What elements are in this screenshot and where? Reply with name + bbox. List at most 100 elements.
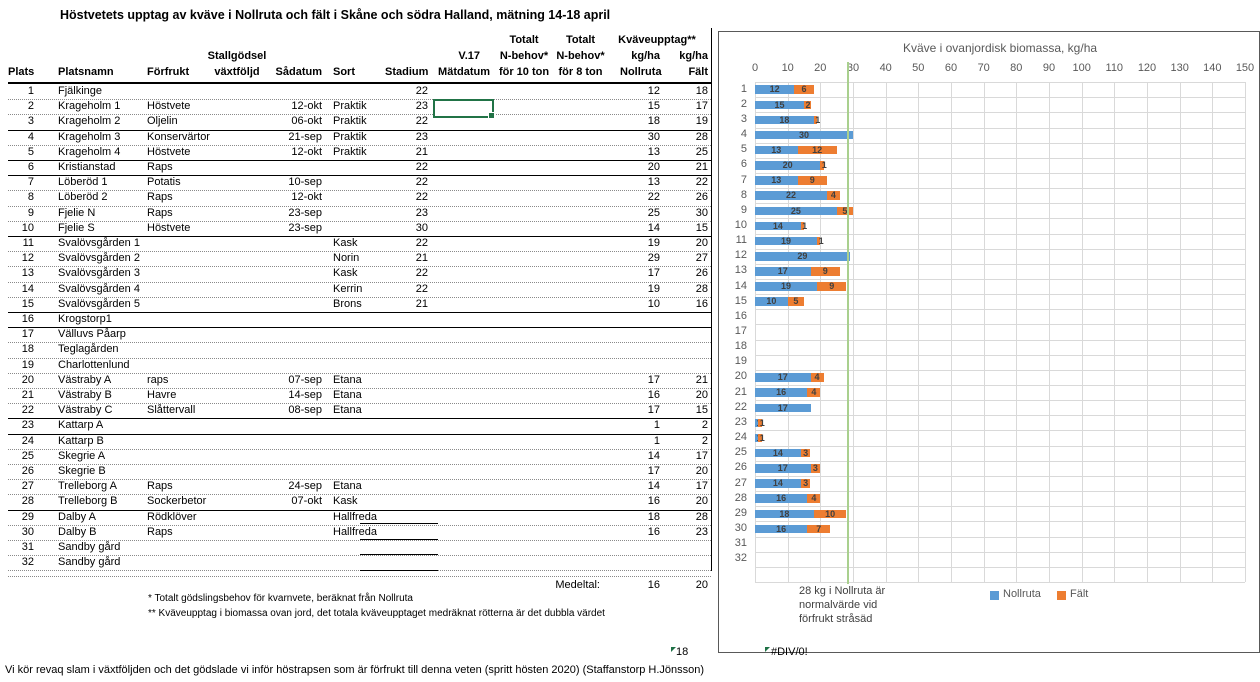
bar-nollruta[interactable] bbox=[755, 221, 801, 231]
table-cell-plats[interactable]: 16 bbox=[21, 313, 34, 325]
bar-falt[interactable] bbox=[787, 297, 804, 306]
table-cell-stadium[interactable]: 22 bbox=[415, 282, 428, 295]
table-cell-platsnamn[interactable]: Krageholm 1 bbox=[58, 100, 121, 113]
legend-label-falt[interactable]: Fält bbox=[1070, 588, 1089, 600]
bar-nollruta[interactable] bbox=[755, 509, 814, 518]
table-cell-sort[interactable]: Etana bbox=[333, 404, 362, 417]
table-cell-sort[interactable]: Praktik bbox=[333, 115, 367, 128]
table-cell-plats[interactable]: 29 bbox=[21, 510, 34, 523]
bar-falt[interactable] bbox=[797, 145, 837, 155]
table-cell-plats[interactable]: 13 bbox=[21, 267, 34, 280]
table-cell-nollruta[interactable]: 17 bbox=[647, 404, 660, 417]
table-cell-plats[interactable]: 22 bbox=[21, 404, 34, 417]
medeltal-nollruta-value[interactable]: 16 bbox=[647, 579, 660, 591]
table-cell-nollruta[interactable]: 16 bbox=[647, 389, 660, 401]
table-cell-stadium[interactable]: 30 bbox=[415, 221, 428, 234]
table-cell-sadatum[interactable]: 12-okt bbox=[291, 100, 322, 113]
bar-nollruta[interactable] bbox=[755, 100, 804, 109]
legend-swatch-nollruta[interactable] bbox=[990, 591, 999, 600]
table-cell-nollruta[interactable]: 19 bbox=[647, 237, 660, 249]
medeltal-falt-value[interactable]: 20 bbox=[695, 579, 708, 591]
cell-value-18[interactable]: 18 bbox=[676, 646, 689, 658]
table-cell-sort[interactable]: Brons bbox=[333, 297, 362, 310]
table-cell-sort[interactable]: Etana bbox=[333, 373, 362, 386]
table-cell-platsnamn[interactable]: Västraby A bbox=[58, 373, 112, 386]
table-cell-sadatum[interactable]: 07-sep bbox=[288, 373, 322, 386]
bar-nollruta[interactable] bbox=[755, 464, 811, 473]
table-cell-nollruta[interactable]: 12 bbox=[647, 85, 660, 97]
table-cell-platsnamn[interactable]: Svalövsgården 5 bbox=[58, 297, 140, 310]
bar-nollruta[interactable] bbox=[755, 297, 788, 306]
table-cell-falt[interactable]: 22 bbox=[695, 176, 708, 189]
table-cell-stadium[interactable]: 22 bbox=[415, 115, 428, 128]
table-cell-nollruta[interactable]: 25 bbox=[647, 206, 660, 219]
table-cell-forfrukt[interactable]: Raps bbox=[147, 480, 173, 493]
table-cell-stadium[interactable]: 22 bbox=[415, 191, 428, 204]
table-cell-sort[interactable]: Kerrin bbox=[333, 282, 363, 295]
table-cell-nollruta[interactable]: 1 bbox=[653, 434, 660, 447]
table-cell-platsnamn[interactable]: Löberöd 1 bbox=[58, 176, 108, 189]
table-cell-falt[interactable]: 19 bbox=[695, 115, 708, 128]
table-cell-stadium[interactable]: 23 bbox=[415, 206, 428, 219]
table-cell-stadium[interactable]: 23 bbox=[415, 130, 428, 143]
table-cell-platsnamn[interactable]: Fjelie N bbox=[58, 206, 96, 219]
table-cell-plats[interactable]: 3 bbox=[27, 115, 34, 128]
table-cell-falt[interactable]: 17 bbox=[695, 480, 708, 493]
table-cell-plats[interactable]: 9 bbox=[27, 206, 34, 219]
bar-nollruta[interactable] bbox=[755, 403, 811, 412]
table-cell-plats[interactable]: 8 bbox=[27, 191, 34, 204]
bar-falt[interactable] bbox=[758, 433, 762, 443]
table-cell-plats[interactable]: 7 bbox=[27, 176, 34, 189]
table-cell-falt[interactable]: 25 bbox=[695, 145, 708, 158]
bar-nollruta[interactable] bbox=[755, 191, 827, 200]
bar-nollruta[interactable] bbox=[755, 267, 811, 276]
table-cell-plats[interactable]: 5 bbox=[27, 145, 34, 158]
table-cell-forfrukt[interactable]: Sockerbetor bbox=[147, 495, 207, 508]
bar-nollruta[interactable] bbox=[755, 206, 837, 215]
selected-cell[interactable] bbox=[433, 99, 495, 119]
table-cell-sort[interactable]: Praktik bbox=[333, 100, 367, 113]
table-cell-plats[interactable]: 28 bbox=[21, 495, 34, 508]
bar-nollruta[interactable] bbox=[755, 448, 801, 458]
table-cell-nollruta[interactable]: 22 bbox=[647, 191, 660, 204]
table-cell-plats[interactable]: 12 bbox=[21, 252, 34, 265]
bar-falt[interactable] bbox=[800, 448, 811, 458]
table-cell-nollruta[interactable]: 16 bbox=[647, 525, 660, 538]
bar-falt[interactable] bbox=[758, 418, 762, 428]
table-cell-forfrukt[interactable]: Raps bbox=[147, 525, 173, 538]
table-cell-falt[interactable]: 28 bbox=[695, 282, 708, 295]
table-cell-nollruta[interactable]: 13 bbox=[647, 145, 660, 158]
bar-nollruta[interactable] bbox=[755, 388, 808, 397]
table-cell-sadatum[interactable]: 23-sep bbox=[288, 206, 322, 219]
legend-swatch-falt[interactable] bbox=[1057, 591, 1066, 600]
table-cell-sort[interactable]: Hallfreda bbox=[333, 510, 378, 523]
table-cell-plats[interactable]: 4 bbox=[27, 130, 34, 143]
bar-falt[interactable] bbox=[800, 221, 804, 231]
table-cell-falt[interactable]: 20 bbox=[695, 465, 708, 477]
table-cell-platsnamn[interactable]: Kattarp A bbox=[58, 419, 104, 432]
table-cell-falt[interactable]: 18 bbox=[695, 85, 708, 97]
table-cell-sort[interactable]: Praktik bbox=[333, 130, 367, 143]
table-cell-platsnamn[interactable]: Västraby C bbox=[58, 404, 113, 417]
bar-falt[interactable] bbox=[813, 509, 847, 518]
table-cell-stadium[interactable]: 22 bbox=[415, 161, 428, 173]
bar-falt[interactable] bbox=[810, 373, 824, 382]
table-cell-falt[interactable]: 30 bbox=[695, 206, 708, 219]
table-cell-stadium[interactable]: 23 bbox=[415, 100, 428, 113]
bar-falt[interactable] bbox=[800, 479, 811, 488]
table-cell-nollruta[interactable]: 14 bbox=[647, 221, 660, 234]
table-cell-sadatum[interactable]: 12-okt bbox=[291, 191, 322, 204]
table-cell-falt[interactable]: 20 bbox=[695, 389, 708, 401]
table-cell-nollruta[interactable]: 16 bbox=[647, 495, 660, 508]
chart-frame[interactable] bbox=[718, 31, 1260, 653]
table-cell-falt[interactable]: 26 bbox=[695, 267, 708, 280]
table-cell-platsnamn[interactable]: Välluvs Påarp bbox=[58, 328, 126, 341]
table-cell-forfrukt[interactable]: Konservärtor bbox=[147, 130, 210, 143]
bar-nollruta[interactable] bbox=[755, 418, 759, 428]
table-cell-plats[interactable]: 25 bbox=[21, 449, 34, 462]
table-cell-plats[interactable]: 2 bbox=[27, 100, 34, 113]
fill-handle[interactable] bbox=[488, 112, 495, 119]
table-cell-sort[interactable]: Hallfreda bbox=[333, 525, 378, 538]
table-cell-plats[interactable]: 21 bbox=[21, 389, 34, 401]
bar-nollruta[interactable] bbox=[755, 433, 759, 443]
